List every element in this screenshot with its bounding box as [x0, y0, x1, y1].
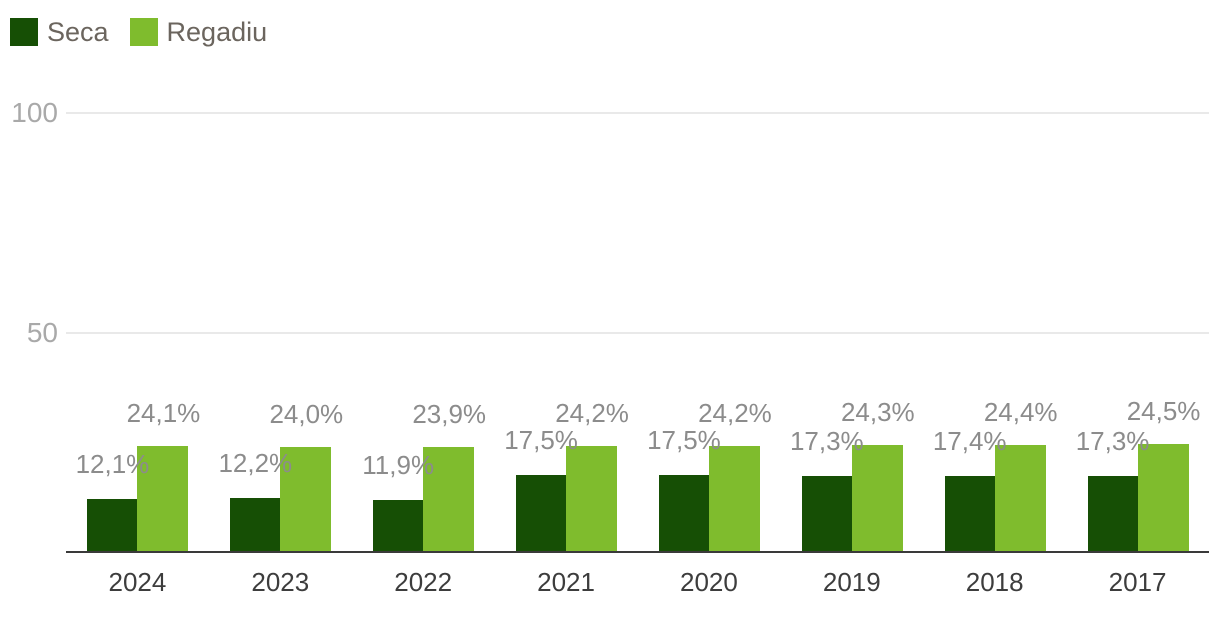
data-label-regadiu-2017: 24,5% [1126, 396, 1201, 426]
data-label-regadiu-2022: 23,9% [412, 399, 487, 429]
data-label-seca-2022: 11,9% [362, 450, 435, 480]
x-axis-label-2024: 2024 [108, 567, 167, 597]
gridline-100 [66, 112, 1209, 114]
x-axis-label-2023: 2023 [251, 567, 310, 597]
data-label-regadiu-2021: 24,2% [555, 398, 629, 428]
bar-seca-2022[interactable] [373, 500, 424, 552]
data-label-seca-2018: 17,4% [932, 426, 1007, 456]
x-axis-label-2018: 2018 [965, 567, 1024, 597]
bar-seca-2024[interactable] [87, 499, 138, 552]
data-label-regadiu-2019: 24,3% [840, 397, 915, 427]
data-label-seca-2020: 17,5% [647, 425, 721, 455]
data-label-seca-2017: 17,3% [1075, 426, 1150, 456]
x-axis-label-2019: 2019 [822, 567, 881, 597]
bar-seca-2020[interactable] [658, 475, 709, 552]
legend-item-seca[interactable]: Seca [10, 18, 109, 46]
bar-seca-2019[interactable] [801, 476, 852, 552]
bar-regadiu-2020[interactable] [708, 446, 760, 552]
bar-seca-2023[interactable] [230, 498, 281, 552]
bar-seca-2021[interactable] [516, 475, 567, 552]
data-label-seca-2021: 17,5% [504, 425, 578, 455]
legend-label-seca: Seca [47, 17, 109, 47]
data-label-seca-2019: 17,3% [789, 426, 864, 456]
gridline-50 [66, 331, 1209, 334]
legend-label-regadiu: Regadiu [166, 17, 268, 47]
data-label-seca-2023: 12,2% [218, 448, 293, 478]
y-axis-tick-100: 100 [11, 97, 58, 128]
bar-regadiu-2022[interactable] [423, 447, 475, 552]
data-label-regadiu-2018: 24,4% [983, 397, 1058, 427]
legend-swatch-seca [10, 18, 38, 46]
chart-legend: Seca Regadiu [10, 18, 267, 46]
bar-regadiu-2023[interactable] [280, 447, 332, 552]
data-label-regadiu-2023: 24,0% [269, 399, 344, 429]
x-axis-label-2017: 2017 [1108, 567, 1167, 597]
legend-swatch-regadiu [129, 18, 158, 46]
bar-regadiu-2018[interactable] [994, 445, 1046, 552]
bar-seca-2018[interactable] [944, 476, 995, 552]
bar-regadiu-2021[interactable] [566, 446, 618, 552]
bar-seca-2017[interactable] [1087, 476, 1138, 552]
y-axis-tick-50: 50 [26, 316, 58, 348]
data-label-regadiu-2020: 24,2% [698, 398, 772, 428]
x-axis-label-2021: 2021 [537, 567, 595, 597]
data-label-regadiu-2024: 24,1% [126, 398, 201, 428]
x-axis-line [66, 551, 1209, 553]
x-axis-label-2020: 2020 [680, 567, 738, 597]
legend-item-regadiu[interactable]: Regadiu [129, 17, 268, 47]
data-label-seca-2024: 12,1% [75, 449, 150, 479]
x-axis-label-2022: 2022 [394, 567, 453, 597]
bar-regadiu-2024[interactable] [137, 446, 189, 552]
bar-regadiu-2019[interactable] [851, 445, 903, 552]
bar-regadiu-2017[interactable] [1137, 444, 1189, 552]
